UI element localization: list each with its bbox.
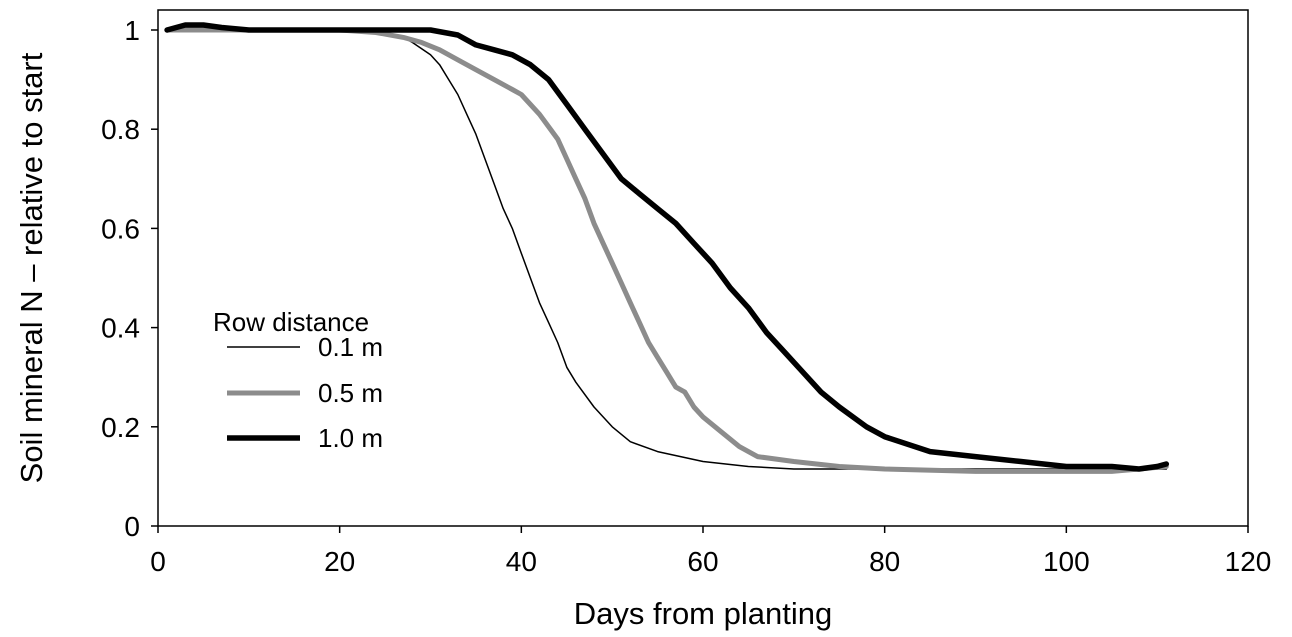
y-tick-label: 0.4 (101, 313, 140, 344)
y-tick-label: 0.6 (101, 213, 140, 244)
series-line-3 (164, 22, 1170, 472)
x-axis-title: Days from planting (574, 596, 832, 631)
legend-label-2: 0.5 m (318, 378, 383, 408)
y-tick-label: 0 (124, 511, 140, 542)
x-tick-label: 60 (687, 546, 718, 577)
x-tick-label: 0 (150, 546, 166, 577)
y-axis: 0 0.2 0.4 0.6 0.8 1 (101, 15, 158, 542)
y-tick-label: 1 (124, 15, 140, 46)
series-layer (164, 22, 1170, 474)
y-tick-label: 0.2 (101, 412, 140, 443)
x-tick-label: 20 (324, 546, 355, 577)
y-tick-label: 0.8 (101, 114, 140, 145)
x-axis: 0 20 40 60 80 100 120 (150, 526, 1271, 577)
series-line-1 (166, 26, 1168, 470)
legend-label-1: 0.1 m (318, 332, 383, 362)
legend-label-3: 1.0 m (318, 423, 383, 453)
y-axis-title: Soil mineral N – relative to start (14, 52, 49, 483)
series-line-2 (164, 27, 1169, 474)
x-tick-label: 120 (1225, 546, 1272, 577)
x-tick-label: 80 (869, 546, 900, 577)
x-tick-label: 40 (506, 546, 537, 577)
x-tick-label: 100 (1043, 546, 1090, 577)
legend: Row distance 0.1 m 0.5 m 1.0 m (213, 307, 383, 453)
legend-title: Row distance (213, 307, 369, 337)
